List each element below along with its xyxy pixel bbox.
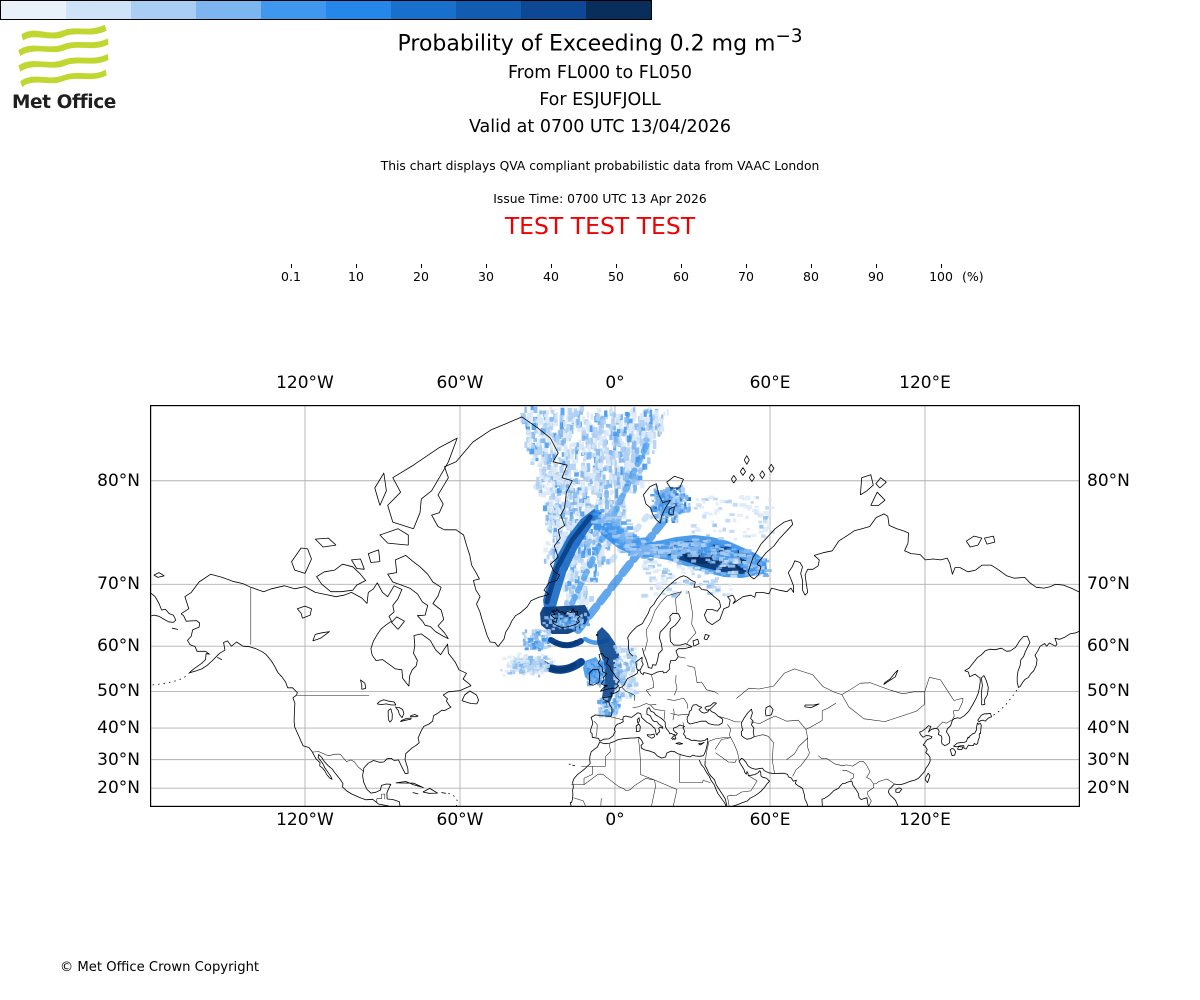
map-canvas <box>150 405 1080 807</box>
lon-label-top-60w: 60°W <box>436 373 484 393</box>
colorbar-segment <box>521 1 586 19</box>
lon-label-bottom-120w: 120°W <box>276 810 334 830</box>
logo-waves-icon <box>18 24 109 88</box>
lon-label-bottom-60e: 60°E <box>749 810 791 830</box>
lat-label-left-70n: 70°N <box>97 574 140 594</box>
lat-label-right-40n: 40°N <box>1087 718 1130 738</box>
colorbar-segment <box>326 1 391 19</box>
lon-label-top-0: 0° <box>605 373 625 393</box>
lon-label-bottom-60w: 60°W <box>436 810 484 830</box>
colorbar-tick-label: 40 <box>543 269 559 284</box>
logo-wordmark: Met Office <box>12 92 116 113</box>
colorbar-tick <box>421 264 422 268</box>
colorbar-segment <box>1 1 66 19</box>
lat-label-right-70n: 70°N <box>1087 574 1130 594</box>
colorbar-segment <box>456 1 521 19</box>
colorbar-tick <box>811 264 812 268</box>
lat-label-right-30n: 30°N <box>1087 750 1130 770</box>
colorbar-tick <box>356 264 357 268</box>
subtitle-flight-levels: From FL000 to FL050 <box>507 63 693 83</box>
colorbar-tick-label: 0.1 <box>281 269 301 284</box>
colorbar-tick-label: 30 <box>478 269 494 284</box>
lon-label-top-120e: 120°E <box>899 373 951 393</box>
colorbar-tick-label: 100 <box>929 269 953 284</box>
colorbar-tick-label: 90 <box>868 269 884 284</box>
colorbar-tick-label: 60 <box>673 269 689 284</box>
test-banner: TEST TEST TEST <box>504 212 696 240</box>
colorbar-unit-label: (%) <box>962 269 984 284</box>
qva-note: This chart displays QVA compliant probab… <box>380 159 820 173</box>
colorbar-tick-label: 50 <box>608 269 624 284</box>
probability-colorbar <box>0 0 652 20</box>
subtitle-valid-time: Valid at 0700 UTC 13/04/2026 <box>468 117 732 137</box>
lon-label-bottom-120e: 120°E <box>899 810 951 830</box>
colorbar-tick <box>486 264 487 268</box>
subtitle-volcano: For ESJUFJOLL <box>539 90 661 110</box>
colorbar-segment <box>391 1 456 19</box>
colorbar-tick <box>616 264 617 268</box>
colorbar-tick-label: 10 <box>348 269 364 284</box>
colorbar-tick <box>681 264 682 268</box>
lat-label-left-50n: 50°N <box>97 681 140 701</box>
map-frame <box>150 405 1080 807</box>
issue-time: Issue Time: 0700 UTC 13 Apr 2026 <box>493 192 707 206</box>
colorbar-tick <box>876 264 877 268</box>
ash-plume-layer <box>500 405 775 718</box>
lat-label-right-80n: 80°N <box>1087 471 1130 491</box>
coastlines-layer <box>150 416 1080 807</box>
lon-label-top-60e: 60°E <box>749 373 791 393</box>
title-exponent: −3 <box>775 26 803 47</box>
colorbar-tick-label: 80 <box>803 269 819 284</box>
colorbar-tick <box>746 264 747 268</box>
colorbar-segment <box>261 1 326 19</box>
borders-layer <box>250 587 964 807</box>
colorbar-segment <box>586 1 651 19</box>
lon-label-bottom-0: 0° <box>605 810 625 830</box>
page-title: Probability of Exceeding 0.2 mg m−3 <box>397 26 803 57</box>
colorbar-tick <box>551 264 552 268</box>
colorbar-segment <box>66 1 131 19</box>
lat-label-left-40n: 40°N <box>97 718 140 738</box>
lat-label-left-80n: 80°N <box>97 471 140 491</box>
colorbar-tick <box>941 264 942 268</box>
lat-label-left-60n: 60°N <box>97 636 140 656</box>
lat-label-left-20n: 20°N <box>97 778 140 798</box>
met-office-logo: Met Office <box>12 22 122 113</box>
copyright-text: © Met Office Crown Copyright <box>60 960 260 975</box>
colorbar-tick-label: 70 <box>738 269 754 284</box>
colorbar-tick <box>291 264 292 268</box>
lat-label-right-20n: 20°N <box>1087 778 1130 798</box>
colorbar-segment <box>131 1 196 19</box>
lat-label-left-30n: 30°N <box>97 750 140 770</box>
colorbar-tick-label: 20 <box>413 269 429 284</box>
lat-label-right-60n: 60°N <box>1087 636 1130 656</box>
colorbar-segment <box>196 1 261 19</box>
lat-label-right-50n: 50°N <box>1087 681 1130 701</box>
lon-label-top-120w: 120°W <box>276 373 334 393</box>
